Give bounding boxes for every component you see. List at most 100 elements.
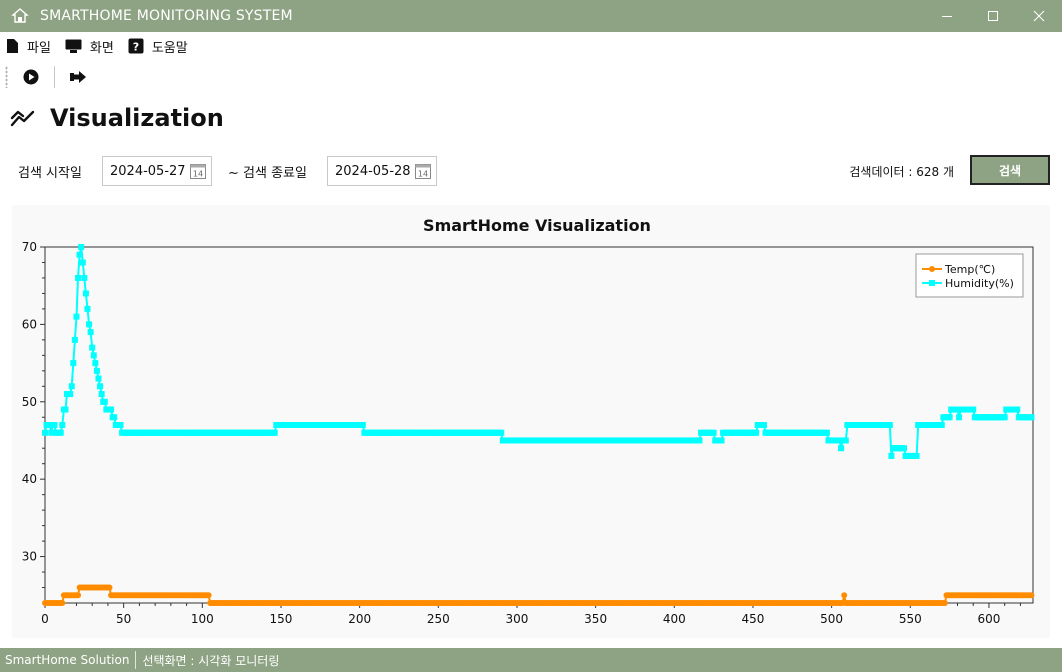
humidity-point — [67, 391, 74, 398]
humidity-point — [1028, 414, 1035, 421]
humidity-point — [111, 414, 118, 421]
temp-point — [106, 584, 113, 591]
humidity-point — [87, 329, 94, 336]
end-date-value: 2024-05-28 — [335, 163, 411, 179]
humidity-point — [101, 398, 108, 405]
humidity-point — [68, 383, 75, 390]
humidity-point — [57, 429, 64, 436]
y-tick-label: 70 — [22, 240, 37, 254]
help-icon: ? — [128, 38, 144, 54]
legend-entry: Humidity(%) — [945, 277, 1014, 290]
x-tick-label: 0 — [41, 612, 49, 626]
humidity-point — [75, 274, 82, 281]
x-tick-label: 100 — [191, 612, 214, 626]
close-button[interactable] — [1016, 0, 1062, 32]
x-tick-label: 500 — [820, 612, 843, 626]
status-screen: 선택화면 : 시각화 모니터링 — [142, 653, 280, 668]
svg-text:14: 14 — [418, 170, 428, 179]
end-date-picker[interactable]: 2024-05-28 14 — [327, 156, 437, 186]
humidity-point — [1014, 406, 1021, 413]
humidity-point — [46, 422, 53, 428]
x-tick-label: 250 — [427, 612, 450, 626]
humidity-point — [696, 437, 703, 444]
legend-entry: Temp(℃) — [944, 263, 995, 276]
calendar-icon[interactable]: 14 — [414, 162, 432, 180]
humidity-point — [886, 422, 893, 428]
humidity-point — [48, 429, 55, 436]
humidity-point — [1001, 414, 1008, 421]
status-bar: SmartHome Solution 선택화면 : 시각화 모니터링 — [0, 648, 1062, 672]
end-date-label: ~ 검색 종료일 — [228, 166, 307, 181]
menu-view[interactable]: 화면 — [65, 37, 114, 56]
start-button[interactable] — [18, 64, 44, 90]
humidity-point — [89, 344, 96, 351]
toolbar-grip[interactable] — [5, 66, 8, 88]
humidity-point — [84, 305, 91, 312]
chart-trend-icon — [10, 110, 35, 127]
humidity-point — [760, 422, 767, 428]
humidity-point — [70, 360, 77, 367]
file-icon — [7, 39, 18, 53]
page-heading: Visualization — [10, 104, 224, 132]
humidity-point — [359, 422, 366, 428]
temp-point — [205, 592, 212, 599]
y-tick-label: 30 — [22, 550, 37, 564]
legend-marker — [929, 266, 935, 272]
humidity-point — [938, 422, 945, 428]
humidity-point — [946, 414, 953, 421]
humidity-point — [108, 406, 115, 413]
humidity-point — [956, 414, 963, 421]
y-tick-label: 60 — [22, 317, 37, 331]
humidity-point — [498, 429, 505, 436]
exit-button[interactable] — [65, 64, 91, 90]
search-bar: 검색 시작일 2024-05-27 14 ~ 검색 종료일 2024-05-28… — [0, 154, 1062, 186]
humidity-point — [59, 422, 66, 428]
humidity-point — [42, 429, 48, 436]
menu-bar: 파일 화면 ? 도움말 — [0, 32, 202, 60]
calendar-icon[interactable]: 14 — [189, 162, 207, 180]
close-icon — [1033, 10, 1045, 22]
start-date-label: 검색 시작일 — [18, 166, 82, 181]
y-tick-label: 50 — [22, 395, 37, 409]
status-app-name: SmartHome Solution — [5, 653, 130, 667]
humidity-point — [913, 452, 920, 459]
menu-file[interactable]: 파일 — [6, 37, 51, 56]
exit-icon — [70, 71, 86, 83]
toolbar — [0, 62, 91, 92]
start-date-picker[interactable]: 2024-05-27 14 — [102, 156, 212, 186]
humidity-point — [842, 437, 849, 444]
humidity-point — [117, 422, 124, 428]
humidity-point — [86, 321, 93, 328]
humidity-point — [78, 244, 85, 250]
humidity-point — [76, 251, 83, 258]
humidity-point — [93, 367, 100, 374]
humidity-point — [97, 383, 104, 390]
humidity-point — [95, 375, 102, 382]
chart-title: SmartHome Visualization — [423, 216, 651, 235]
x-tick-label: 600 — [977, 612, 1000, 626]
play-circle-icon — [23, 69, 39, 85]
maximize-button[interactable] — [970, 0, 1016, 32]
humidity-point — [81, 274, 88, 281]
humidity-point — [970, 406, 977, 413]
minimize-button[interactable] — [924, 0, 970, 32]
x-tick-label: 400 — [663, 612, 686, 626]
status-separator — [135, 651, 137, 669]
chart: SmartHome Visualization 0 50 100 150 200 250 30… — [22, 216, 1035, 626]
humidity-point — [838, 445, 845, 452]
x-tick-label: 300 — [506, 612, 529, 626]
search-button[interactable]: 검색 — [970, 155, 1050, 185]
legend-marker — [929, 280, 935, 286]
svg-text:14: 14 — [193, 170, 203, 179]
temp-point — [841, 592, 848, 599]
start-date-value: 2024-05-27 — [110, 163, 186, 179]
x-tick-label: 150 — [270, 612, 293, 626]
menu-help[interactable]: ? 도움말 — [128, 37, 188, 56]
x-tick-label: 50 — [116, 612, 131, 626]
menu-help-label: 도움말 — [151, 40, 188, 56]
title-bar[interactable]: SMARTHOME MONITORING SYSTEM — [0, 0, 1062, 32]
humidity-point — [90, 352, 97, 359]
minimize-icon — [942, 16, 952, 17]
monitor-icon — [65, 39, 82, 53]
